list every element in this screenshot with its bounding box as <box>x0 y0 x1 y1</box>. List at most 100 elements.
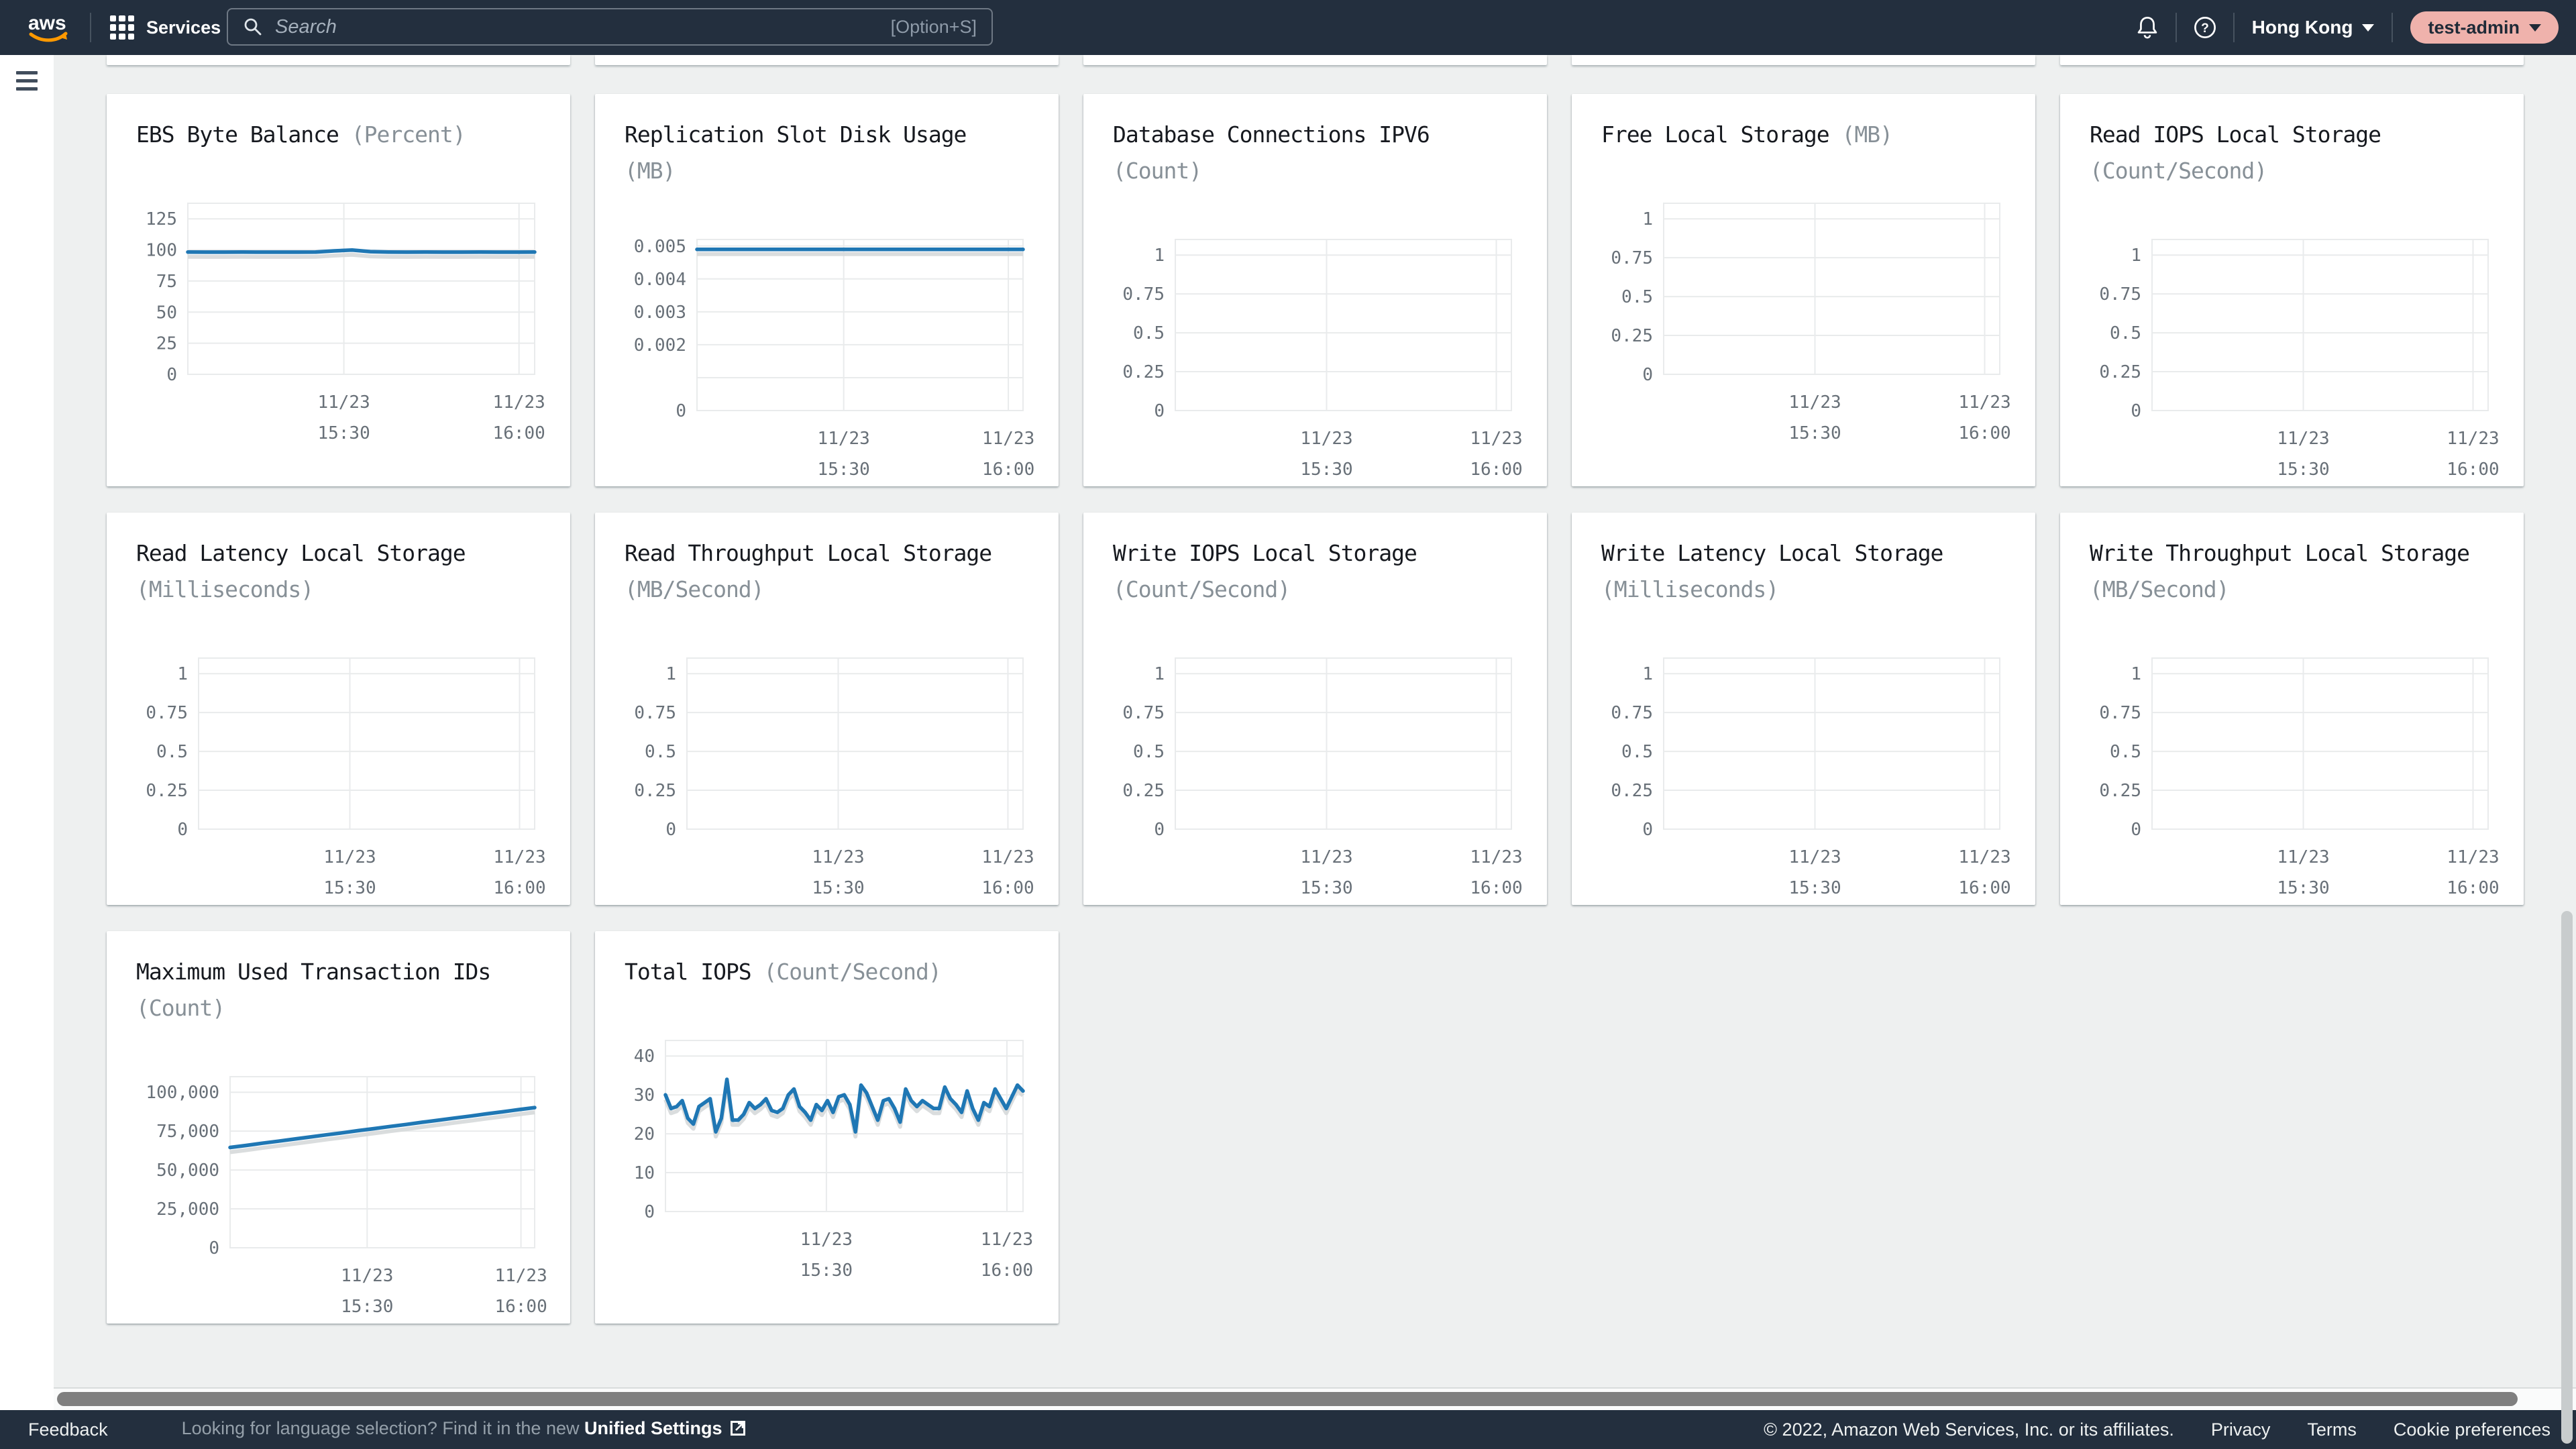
svg-text:11/23: 11/23 <box>341 1266 393 1286</box>
chart-unit-text: (Count) <box>136 995 225 1021</box>
chart-title-text: Write Latency Local Storage <box>1601 540 1943 566</box>
external-link-icon <box>729 1419 747 1442</box>
search-input[interactable] <box>275 15 891 38</box>
svg-text:11/23: 11/23 <box>1300 429 1352 449</box>
vertical-scrollbar-thumb[interactable] <box>2561 911 2573 1444</box>
svg-text:11/23: 11/23 <box>1300 847 1352 867</box>
terms-link[interactable]: Terms <box>2307 1419 2357 1440</box>
chart-unit-text: (Count/Second) <box>2090 158 2267 184</box>
svg-text:0: 0 <box>177 820 188 840</box>
chart-title-text: Read Latency Local Storage <box>136 540 466 566</box>
svg-text:0.5: 0.5 <box>1621 742 1653 762</box>
svg-text:0: 0 <box>665 820 676 840</box>
chart-title-text: Read IOPS Local Storage <box>2090 121 2381 148</box>
help-button[interactable]: ? <box>2177 15 2233 40</box>
svg-text:0.25: 0.25 <box>1611 326 1653 346</box>
metric-chart-card[interactable]: Read Latency Local Storage (Milliseconds… <box>107 513 570 905</box>
svg-text:1: 1 <box>2131 246 2141 266</box>
svg-text:16:00: 16:00 <box>2447 460 2499 480</box>
feedback-link[interactable]: Feedback <box>28 1419 108 1440</box>
svg-text:11/23: 11/23 <box>494 1266 547 1286</box>
svg-text:25: 25 <box>156 334 177 354</box>
svg-text:11/23: 11/23 <box>2277 429 2329 449</box>
services-menu-button[interactable]: Services <box>110 15 221 40</box>
bell-icon <box>2137 17 2157 39</box>
chevron-down-icon <box>2362 23 2375 32</box>
svg-text:11/23: 11/23 <box>317 392 370 413</box>
metric-chart-card[interactable]: Maximum Used Transaction IDs (Count) 0 25… <box>107 931 570 1324</box>
copyright-text: © 2022, Amazon Web Services, Inc. or its… <box>1764 1419 2174 1440</box>
svg-text:11/23: 11/23 <box>981 847 1034 867</box>
svg-text:30: 30 <box>634 1085 655 1106</box>
chart-title: Read Throughput Local Storage (MB/Second… <box>625 535 1029 608</box>
region-selector[interactable]: Hong Kong <box>2235 17 2392 38</box>
svg-text:15:30: 15:30 <box>812 878 864 898</box>
metric-chart-card[interactable]: Read IOPS Local Storage (Count/Second) 0… <box>2060 94 2524 486</box>
svg-text:0.002: 0.002 <box>634 335 686 356</box>
line-chart: 0 25,000 50,000 75,000 100,000 11/23 15:30 11/2… <box>146 1076 547 1317</box>
console-header: aws Services [Option+S] <box>0 0 2576 55</box>
privacy-link[interactable]: Privacy <box>2210 1419 2271 1440</box>
svg-text:0.5: 0.5 <box>1133 742 1165 762</box>
line-chart: 0 0.25 0.5 0.75 1 11/23 15:30 11/23 16:00 <box>634 657 1034 898</box>
cutoff-card[interactable] <box>1572 55 2035 65</box>
svg-text:16:00: 16:00 <box>493 878 545 898</box>
account-name: test-admin <box>2428 17 2520 38</box>
cutoff-card[interactable] <box>107 55 570 65</box>
svg-text:0.25: 0.25 <box>1122 362 1165 382</box>
chart-title: Maximum Used Transaction IDs (Count) <box>136 954 541 1026</box>
search-icon <box>244 18 262 36</box>
svg-text:11/23: 11/23 <box>812 847 864 867</box>
svg-text:0.75: 0.75 <box>1122 284 1165 305</box>
language-hint: Looking for language selection? Find it … <box>182 1418 747 1442</box>
console-footer: Feedback Looking for language selection?… <box>0 1410 2576 1449</box>
cookie-preferences-link[interactable]: Cookie preferences <box>2393 1419 2551 1440</box>
metric-chart-card[interactable]: Database Connections IPV6 (Count) 0 0.25 0… <box>1083 94 1547 486</box>
metric-chart-card[interactable]: Write Throughput Local Storage (MB/Secon… <box>2060 513 2524 905</box>
metric-chart-card[interactable]: Free Local Storage (MB) 0 0.25 0.5 0.75 1 11/… <box>1572 94 2035 486</box>
horizontal-scrollbar-thumb[interactable] <box>57 1392 2518 1406</box>
line-chart: 0 0.25 0.5 0.75 1 11/23 15:30 11/23 16:00 <box>1611 203 2011 443</box>
metric-chart-card[interactable]: EBS Byte Balance (Percent) 0 25 50 75 100 125… <box>107 94 570 486</box>
chart-title: Free Local Storage (MB) <box>1601 117 2006 153</box>
metric-chart-card[interactable]: Total IOPS (Count/Second) 0 10 20 30 40 11/23… <box>595 931 1059 1324</box>
svg-text:1: 1 <box>1154 246 1165 266</box>
svg-text:0.003: 0.003 <box>634 303 686 323</box>
svg-text:16:00: 16:00 <box>1958 878 2010 898</box>
chart-unit-text: (Percent) <box>351 121 466 148</box>
svg-text:0: 0 <box>676 401 686 421</box>
unified-settings-link[interactable]: Unified Settings <box>584 1417 722 1438</box>
chart-title-text: Write Throughput Local Storage <box>2090 540 2470 566</box>
svg-text:1: 1 <box>2131 664 2141 684</box>
chevron-down-icon <box>2529 23 2541 32</box>
chart-title-text: Maximum Used Transaction IDs <box>136 959 491 985</box>
open-menu-button[interactable] <box>16 71 38 95</box>
metric-chart-card[interactable]: Replication Slot Disk Usage (MB) 0 0.002 0… <box>595 94 1059 486</box>
svg-text:0: 0 <box>2131 401 2141 421</box>
cutoff-card[interactable] <box>595 55 1059 65</box>
aws-logo[interactable]: aws <box>27 11 71 44</box>
notifications-button[interactable] <box>2119 15 2176 40</box>
global-search[interactable]: [Option+S] <box>227 8 993 46</box>
svg-text:16:00: 16:00 <box>493 423 545 443</box>
svg-text:0: 0 <box>1154 820 1165 840</box>
cutoff-card[interactable] <box>2060 55 2524 65</box>
cutoff-card[interactable] <box>1083 55 1547 65</box>
metric-chart-card[interactable]: Write IOPS Local Storage (Count/Second) … <box>1083 513 1547 905</box>
account-menu-button[interactable]: test-admin <box>2410 11 2559 44</box>
metric-chart-card[interactable]: Write Latency Local Storage (Millisecond… <box>1572 513 2035 905</box>
services-grid-icon <box>110 15 134 40</box>
svg-text:0.5: 0.5 <box>2110 323 2141 343</box>
chart-title: Write Latency Local Storage (Millisecond… <box>1601 535 2006 608</box>
svg-text:75,000: 75,000 <box>156 1122 219 1142</box>
line-chart: 0 10 20 30 40 11/23 15:30 11/23 16:00 <box>634 1040 1033 1281</box>
svg-text:11/23: 11/23 <box>493 847 545 867</box>
chart-unit-text: (Count/Second) <box>763 959 942 985</box>
chart-unit-text: (MB/Second) <box>625 576 765 602</box>
chart-title-text: Database Connections IPV6 <box>1113 121 1430 148</box>
svg-text:16:00: 16:00 <box>981 1260 1033 1281</box>
aws-smile-icon <box>29 32 68 42</box>
chart-unit-text: (MB/Second) <box>2090 576 2230 602</box>
svg-text:0.25: 0.25 <box>634 781 676 801</box>
metric-chart-card[interactable]: Read Throughput Local Storage (MB/Second… <box>595 513 1059 905</box>
